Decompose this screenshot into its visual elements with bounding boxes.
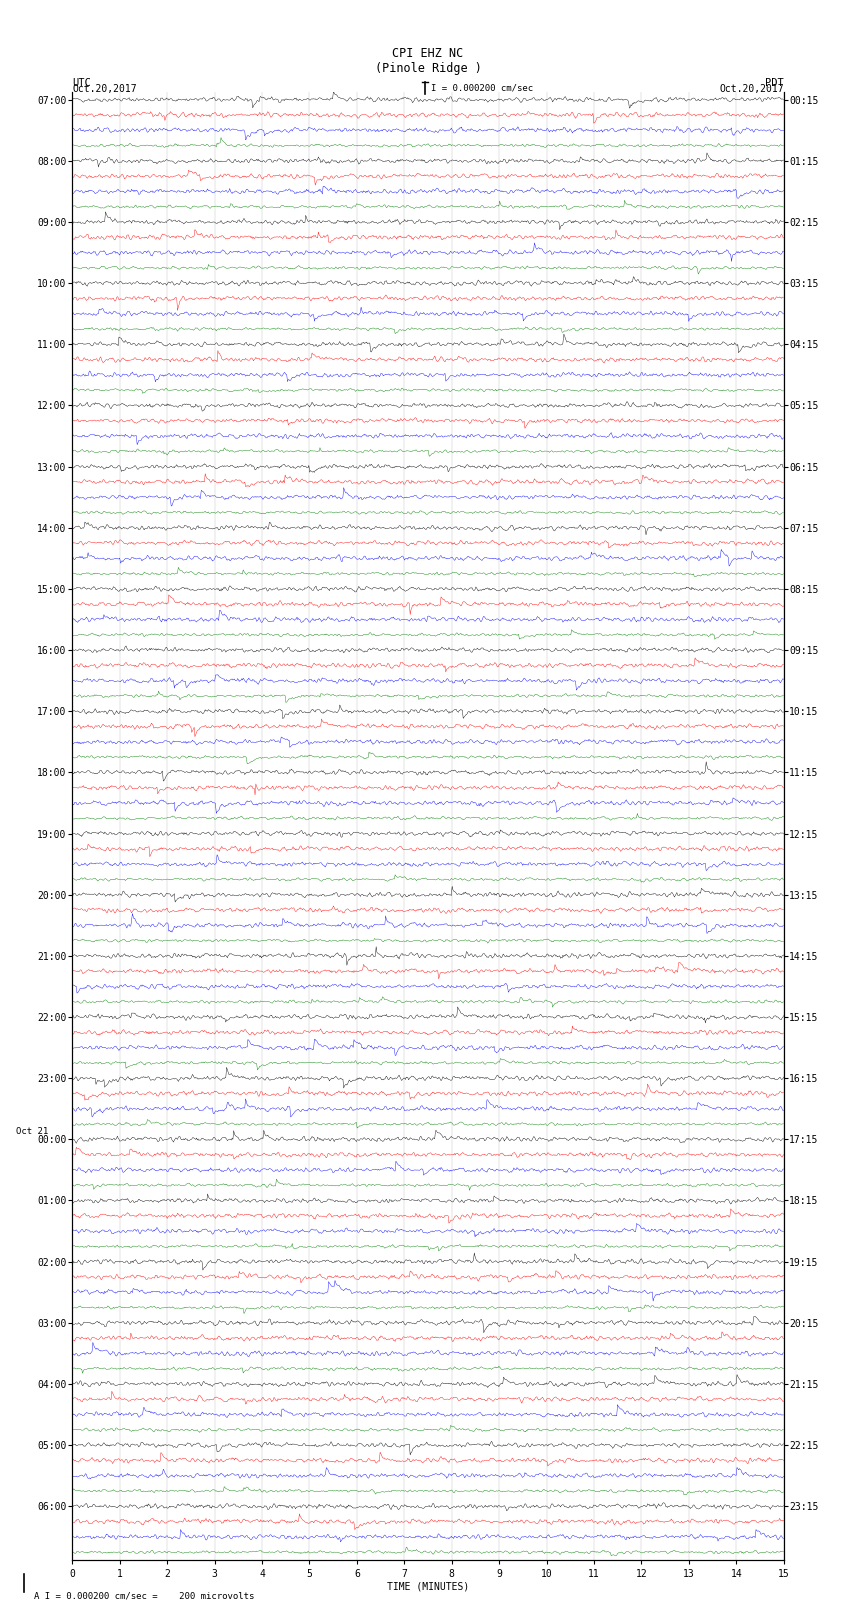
Text: Oct 21: Oct 21 [16, 1127, 48, 1136]
Text: UTC: UTC [72, 77, 91, 87]
Title: CPI EHZ NC
(Pinole Ridge ): CPI EHZ NC (Pinole Ridge ) [375, 47, 481, 76]
Text: A I = 0.000200 cm/sec =    200 microvolts: A I = 0.000200 cm/sec = 200 microvolts [34, 1590, 254, 1600]
Text: PDT: PDT [765, 77, 784, 87]
Text: Oct.20,2017: Oct.20,2017 [72, 84, 137, 94]
X-axis label: TIME (MINUTES): TIME (MINUTES) [387, 1582, 469, 1592]
Text: I = 0.000200 cm/sec: I = 0.000200 cm/sec [431, 84, 533, 92]
Text: Oct.20,2017: Oct.20,2017 [719, 84, 784, 94]
